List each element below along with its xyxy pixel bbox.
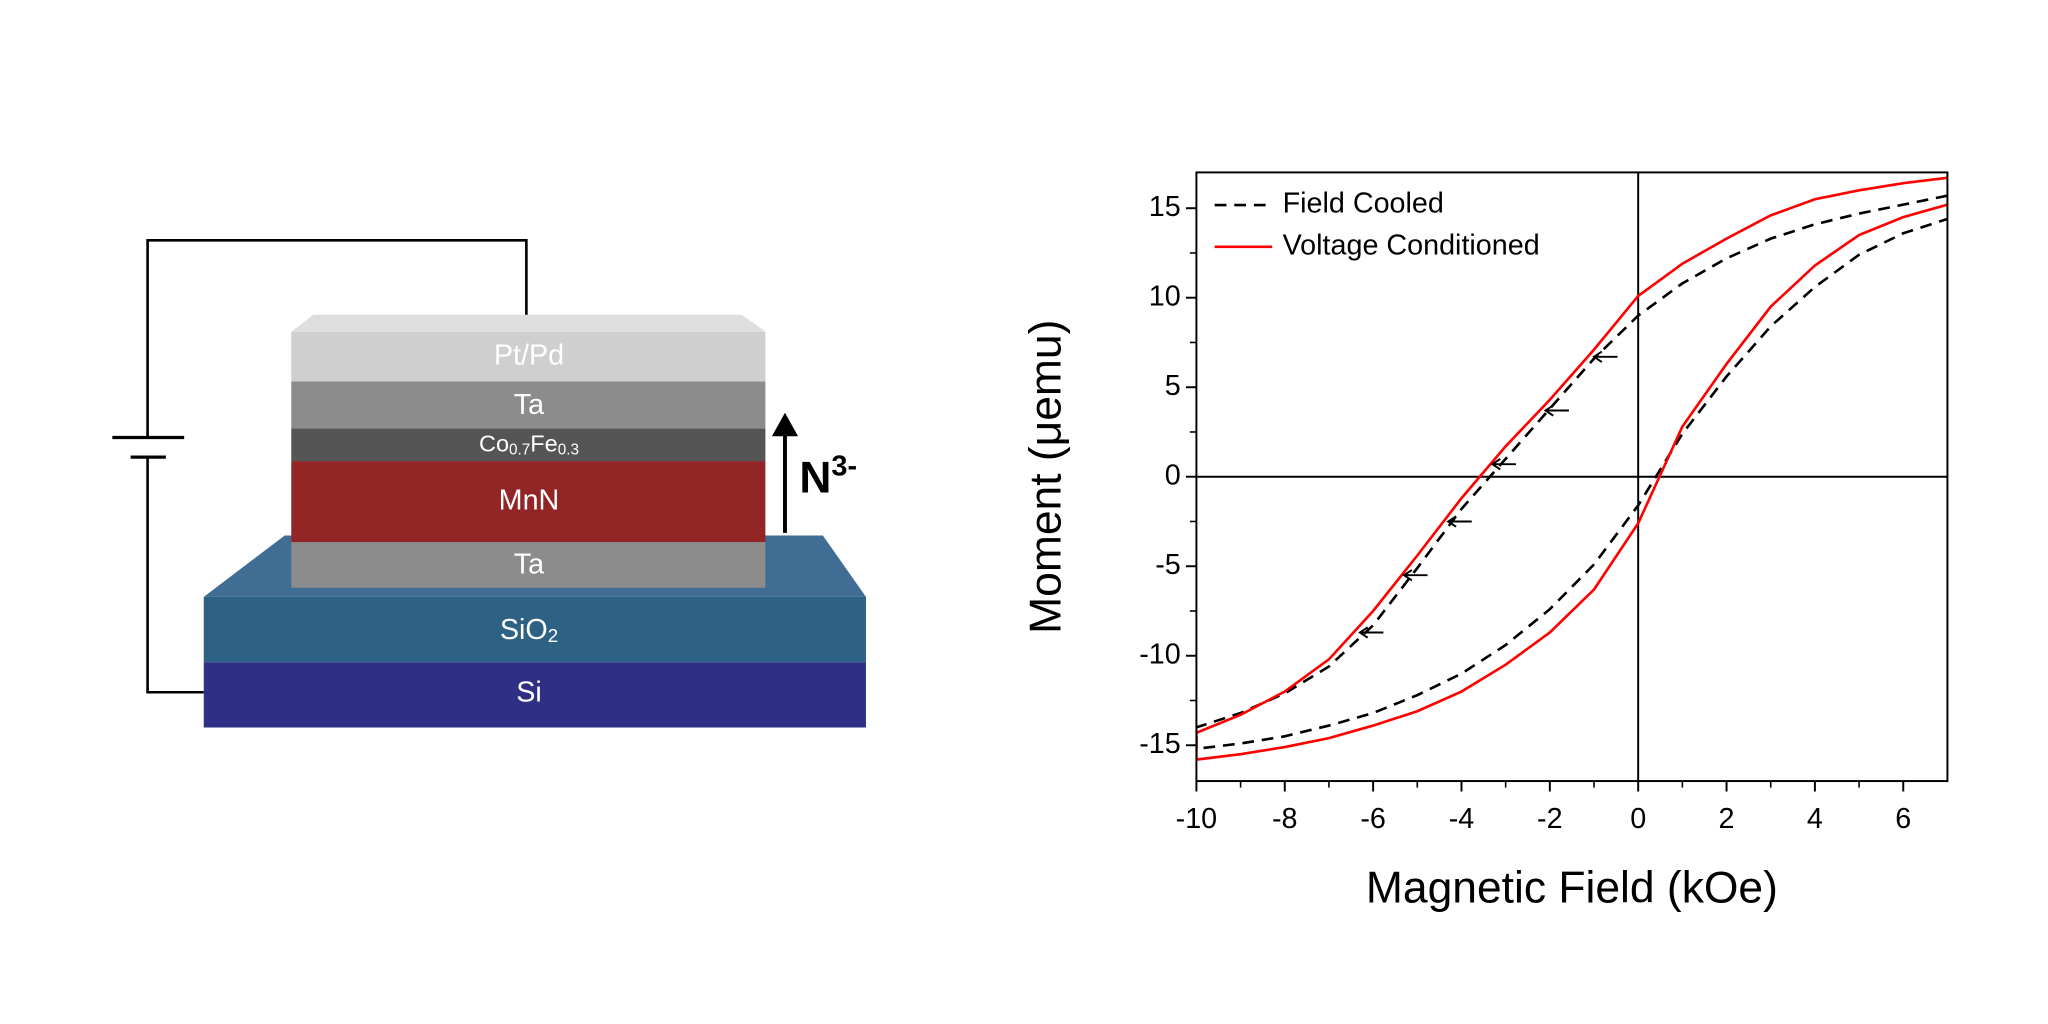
text-part: Pt/Pd [494, 339, 564, 371]
x-axis-label: Magnetic Field (kOe) [1366, 864, 1778, 913]
wire [146, 457, 204, 694]
subscript: 0.3 [558, 441, 579, 458]
ta-layer [291, 381, 766, 429]
text-part: Si [516, 676, 542, 708]
y-tick-label: 5 [1165, 370, 1181, 402]
y-tick-label: 0 [1165, 459, 1181, 491]
x-tick-label: 4 [1807, 803, 1823, 835]
layer-label: Pt/Pd [494, 339, 564, 371]
direction-arrow [1543, 404, 1569, 417]
text-part: Co [479, 431, 509, 457]
si-layer [203, 662, 866, 728]
x-tick-label: 0 [1630, 803, 1646, 835]
y-axis-label: Moment (μemu) [1022, 320, 1071, 634]
ptpd-layer [291, 331, 766, 382]
layer-label: Co0.7Fe0.3 [479, 431, 579, 458]
plot-frame [1195, 171, 1949, 783]
layer-label: SiO2 [500, 613, 558, 645]
x-tick-label: -8 [1272, 803, 1298, 835]
direction-arrow [1358, 626, 1384, 639]
series-line [1196, 176, 1948, 761]
x-tick-label: -10 [1176, 803, 1218, 835]
ion-label: N3- [799, 450, 857, 502]
mnn-layer [291, 461, 766, 543]
layer-label: Ta [514, 389, 544, 421]
ptpd-top [291, 314, 766, 332]
cofe-layer [291, 428, 766, 462]
layer-label: MnN [499, 484, 560, 516]
subscript: 2 [548, 624, 558, 645]
text-part: N [799, 453, 831, 502]
y-tick-label: -10 [1139, 638, 1181, 670]
direction-arrow [1402, 569, 1428, 582]
direction-arrow [1592, 350, 1618, 363]
superscript: 3- [831, 450, 857, 482]
sio2-layer [203, 596, 866, 663]
y-tick-label: 15 [1149, 191, 1181, 223]
ion-arrow-head [771, 412, 799, 437]
layer-label: Ta [514, 548, 544, 580]
x-tick-label: -4 [1449, 803, 1475, 835]
x-tick-label: -2 [1537, 803, 1563, 835]
chart: -10 -8 -6 -4 -2 0 2 4 6 -15 -10 -5 0 5 10 15 Magnetic Fi… [1022, 171, 1949, 913]
legend-label: Voltage Conditioned [1283, 229, 1540, 261]
text-part: Ta [514, 548, 544, 580]
text-part: Ta [514, 389, 544, 421]
text-part: MnN [499, 484, 560, 516]
subscript: 0.7 [509, 441, 530, 458]
text-part: Fe [530, 431, 557, 457]
direction-arrow [1446, 515, 1472, 528]
y-tick-label: -5 [1155, 549, 1181, 581]
x-tick-label: 2 [1719, 803, 1735, 835]
ta-layer [291, 542, 766, 588]
y-tick-label: -15 [1139, 728, 1181, 760]
wire [146, 239, 528, 438]
direction-arrow [1490, 458, 1516, 471]
legend-label: Field Cooled [1283, 188, 1444, 220]
series-line [1196, 194, 1948, 751]
text-part: SiO [500, 613, 548, 645]
y-tick-label: 10 [1149, 280, 1181, 312]
x-tick-label: -6 [1360, 803, 1386, 835]
x-tick-label: 6 [1895, 803, 1911, 835]
layer-label: Si [516, 676, 542, 708]
